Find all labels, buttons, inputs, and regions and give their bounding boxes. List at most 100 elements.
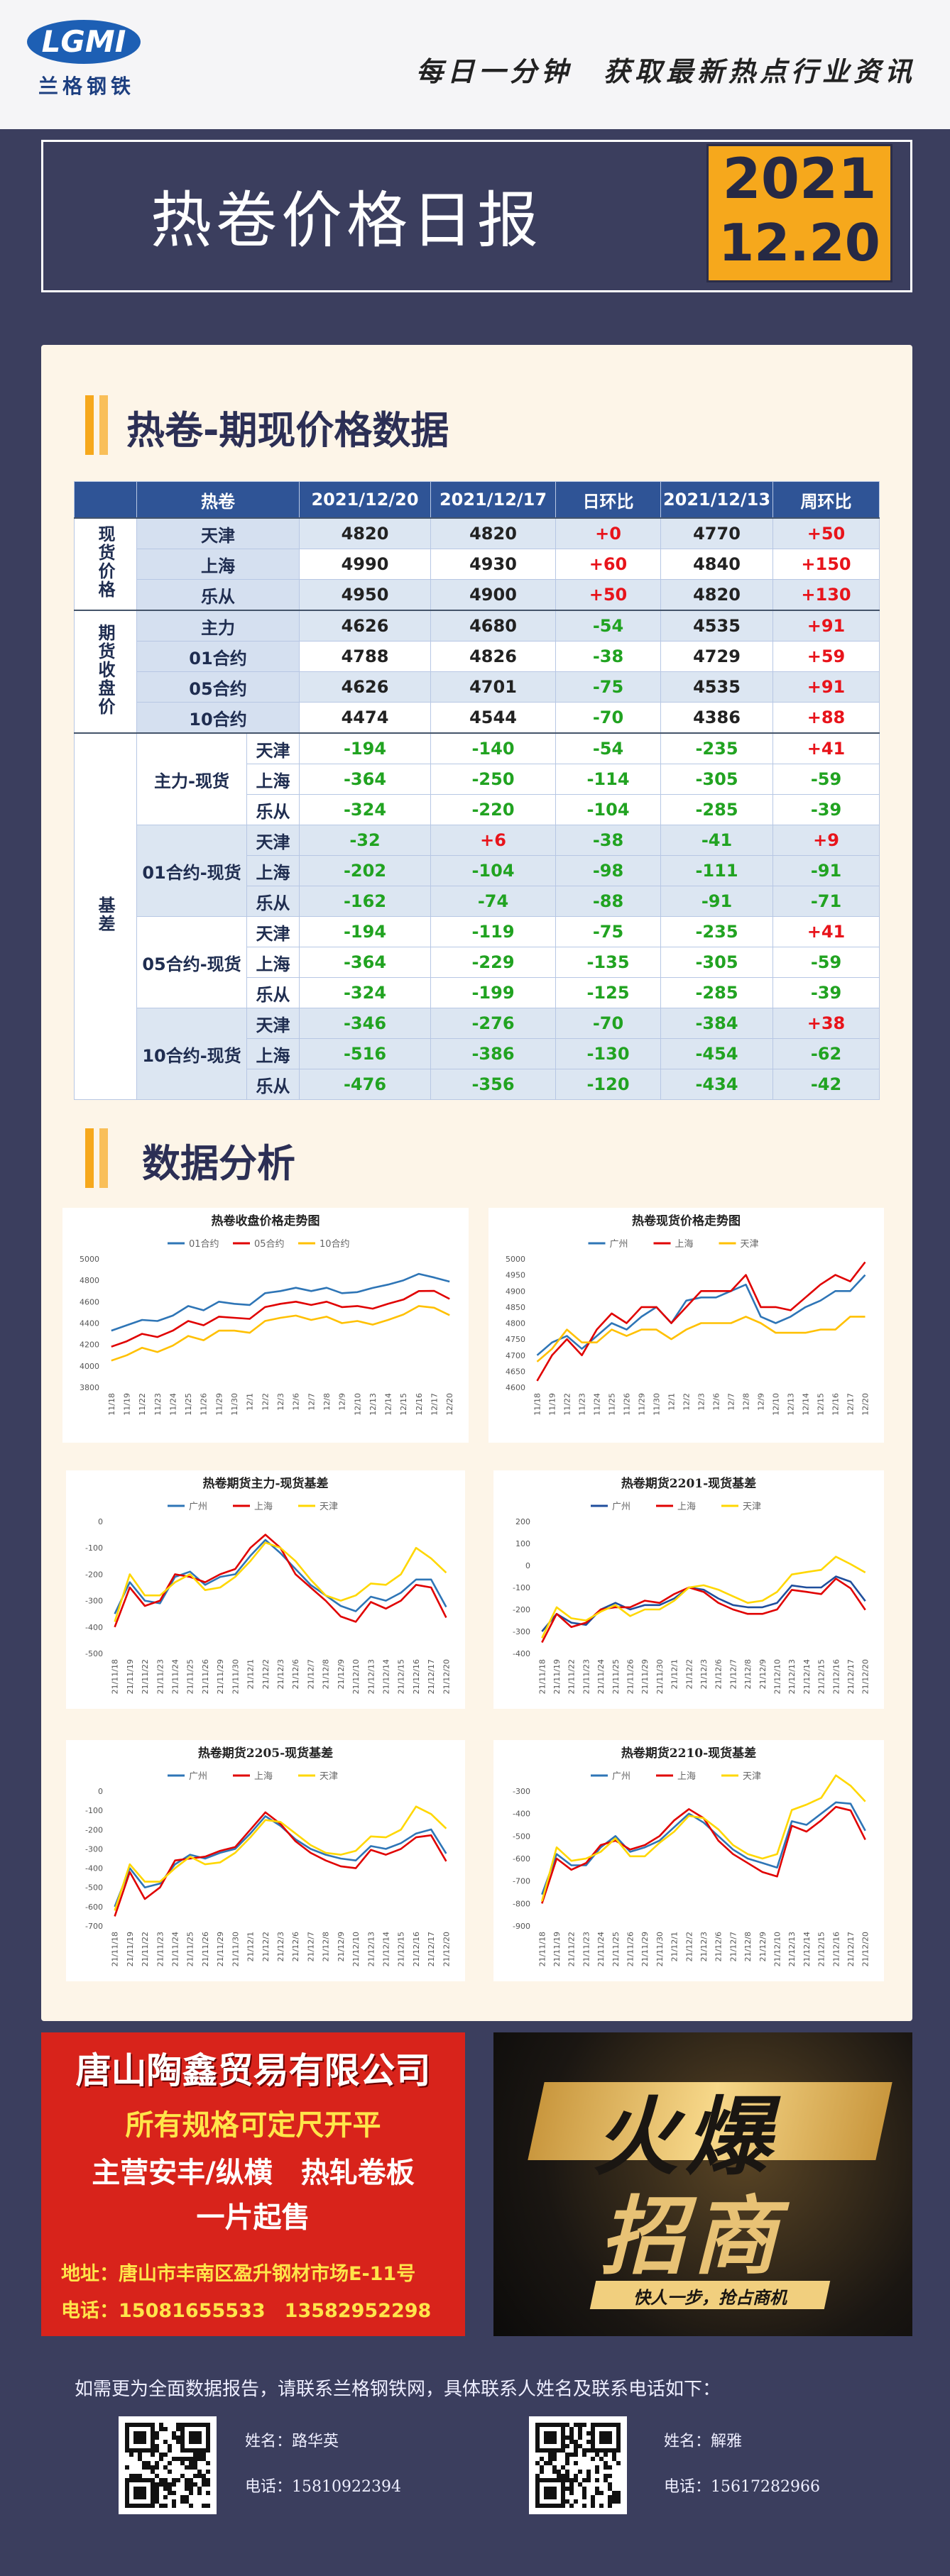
qr-module xyxy=(202,2478,206,2482)
qr-module xyxy=(189,2504,193,2508)
value-cell: +50 xyxy=(555,579,661,611)
value-cell: +6 xyxy=(430,825,556,856)
x-tick-label: 21/12/2 xyxy=(684,1659,694,1689)
y-tick-label: -300 xyxy=(513,1627,530,1636)
x-tick-label: 21/11/19 xyxy=(552,1932,562,1966)
qr-module xyxy=(565,2435,569,2440)
qr-finder xyxy=(133,2487,146,2499)
qr-module xyxy=(565,2487,569,2491)
qr-module xyxy=(185,2478,189,2482)
series-line xyxy=(114,1815,447,1908)
y-tick-label: -200 xyxy=(85,1570,103,1579)
qr-module xyxy=(151,2465,155,2470)
table-row: 乐从 -476 -356 -120 -434 -42 xyxy=(74,1069,880,1100)
x-tick-label: 21/11/24 xyxy=(596,1932,606,1966)
x-tick-label: 21/12/7 xyxy=(306,1659,315,1689)
qr-module xyxy=(172,2499,176,2504)
legend-label: 上海 xyxy=(254,1502,273,1512)
qr-module xyxy=(159,2478,163,2482)
series-line xyxy=(536,1274,866,1356)
qr-module xyxy=(185,2487,189,2491)
table-row: 期货收盘价 主力 4626 4680 -54 4535 +91 xyxy=(74,610,880,734)
x-tick-label: 21/12/20 xyxy=(442,1932,451,1966)
qr-module xyxy=(599,2504,604,2508)
qr-module xyxy=(129,2453,133,2457)
x-tick-label: 12/2 xyxy=(261,1393,270,1411)
qr-module xyxy=(138,2474,142,2478)
qr-module xyxy=(176,2457,180,2461)
qr-module xyxy=(197,2453,202,2457)
y-tick-label: 3800 xyxy=(80,1383,99,1392)
qr-module xyxy=(569,2431,574,2435)
y-tick-label: 4700 xyxy=(506,1351,525,1360)
table-row: 现货价格 天津 4820 4820 +0 4770 +50 xyxy=(74,517,880,611)
value-cell: -111 xyxy=(660,855,773,886)
x-tick-label: 21/12/15 xyxy=(817,1932,826,1966)
value-cell: 4626 xyxy=(299,610,431,642)
qr-module xyxy=(193,2482,197,2487)
x-tick-label: 12/10 xyxy=(772,1393,781,1416)
value-cell: -91 xyxy=(772,855,880,886)
qr-module xyxy=(569,2482,574,2487)
value-cell: -162 xyxy=(299,886,431,917)
chart: 热卷收盘价格走势图 01合约 05合约 10合约 3800 4000 4200 4400 460… xyxy=(80,1213,454,1416)
y-tick-label: 5000 xyxy=(506,1255,525,1264)
x-tick-label: 21/12/20 xyxy=(861,1659,870,1694)
value-cell: +150 xyxy=(772,549,880,580)
qr-module xyxy=(595,2470,599,2474)
contact-phone: 电话：15617282966 xyxy=(664,2478,820,2496)
value-cell: -74 xyxy=(430,886,556,917)
qr-module xyxy=(591,2504,595,2508)
x-tick-label: 21/12/3 xyxy=(276,1932,285,1961)
qr-module xyxy=(172,2457,176,2461)
date: 12.20 xyxy=(719,213,880,273)
value-cell: -434 xyxy=(660,1069,773,1100)
qr-module xyxy=(176,2423,180,2427)
qr-module xyxy=(548,2457,552,2461)
row-name: 乐从 xyxy=(246,1069,300,1100)
x-tick-label: 21/12/1 xyxy=(670,1659,679,1689)
qr-module xyxy=(552,2457,557,2461)
qr-module xyxy=(616,2499,621,2504)
qr-module xyxy=(185,2482,189,2487)
x-tick-label: 21/12/17 xyxy=(846,1932,856,1966)
qr-module xyxy=(172,2491,176,2495)
qr-module xyxy=(574,2448,578,2453)
y-tick-label: -800 xyxy=(513,1899,530,1908)
qr-module xyxy=(142,2465,146,2470)
subgroup-label: 10合约-现货 xyxy=(136,1008,247,1100)
qr-module xyxy=(176,2435,180,2440)
qr-module xyxy=(163,2440,168,2444)
x-tick-label: 21/12/17 xyxy=(427,1932,436,1966)
x-tick-label: 12/7 xyxy=(727,1393,736,1411)
qr-module xyxy=(202,2453,206,2457)
value-cell: -276 xyxy=(430,1008,556,1039)
qr-module xyxy=(185,2457,189,2461)
qr-module xyxy=(129,2474,133,2478)
value-cell: -135 xyxy=(555,947,661,978)
value-cell: +50 xyxy=(772,517,880,549)
y-tick-label: 5000 xyxy=(80,1255,99,1264)
x-tick-label: 21/12/8 xyxy=(743,1932,753,1961)
x-tick-label: 21/11/18 xyxy=(537,1659,547,1694)
y-tick-label: 4200 xyxy=(80,1341,99,1350)
qr-module xyxy=(180,2474,185,2478)
value-cell: -104 xyxy=(555,794,661,825)
row-name: 乐从 xyxy=(246,977,300,1008)
value-cell: 4930 xyxy=(430,549,556,580)
price-table: 热卷 2021/12/20 2021/12/17 日环比 2021/12/13 周环比 现货… xyxy=(74,481,880,1100)
series-line xyxy=(541,1801,866,1895)
qr-module xyxy=(151,2453,155,2457)
qr-module xyxy=(197,2470,202,2474)
table-row: 上海 -516 -386 -130 -454 -62 xyxy=(74,1038,880,1069)
x-tick-label: 21/11/19 xyxy=(126,1659,135,1694)
qr-module xyxy=(172,2478,176,2482)
qr-module xyxy=(197,2491,202,2495)
value-cell: -120 xyxy=(555,1069,661,1100)
y-tick-label: -200 xyxy=(85,1825,103,1834)
series-line xyxy=(541,1805,866,1904)
qr-module xyxy=(138,2453,142,2457)
qr-module xyxy=(197,2487,202,2491)
x-tick-label: 11/25 xyxy=(608,1393,617,1416)
